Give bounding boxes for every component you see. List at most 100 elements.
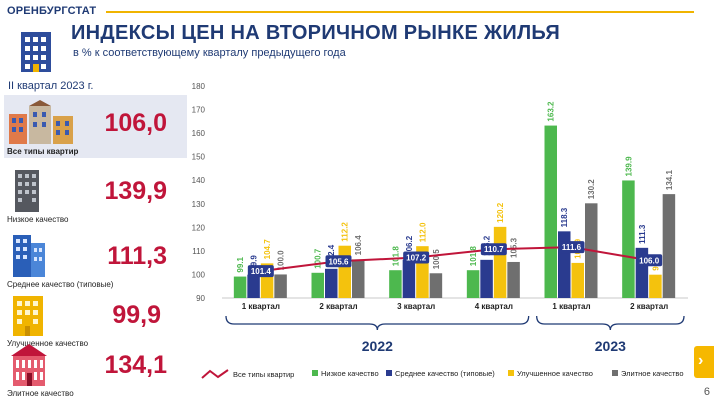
category-label: 4 квартал bbox=[475, 302, 513, 311]
header-divider bbox=[106, 11, 694, 13]
bar-value-label: 111.3 bbox=[638, 224, 647, 244]
standard-building-icon bbox=[13, 235, 45, 277]
category-label: 1 квартал bbox=[242, 302, 280, 311]
bar bbox=[338, 245, 351, 298]
bar-value-label: 139.9 bbox=[624, 156, 633, 177]
category-label: 1 квартал bbox=[552, 302, 590, 311]
bar-value-label: 163.2 bbox=[547, 101, 556, 122]
chevron-right-icon: › bbox=[698, 352, 704, 369]
value-all-types: 106,0 bbox=[104, 109, 167, 137]
bar bbox=[571, 262, 584, 298]
y-tick-label: 90 bbox=[196, 294, 205, 303]
bar-value-label: 102.4 bbox=[327, 244, 336, 265]
bar-value-label: 101.8 bbox=[469, 246, 478, 267]
bar-value-label: 100.5 bbox=[432, 249, 441, 270]
year-brace bbox=[536, 315, 685, 331]
bar-value-label: 101.8 bbox=[391, 246, 400, 267]
bar-value-label: 118.3 bbox=[560, 207, 569, 227]
period-label: II квартал 2023 г. bbox=[8, 80, 94, 92]
summary-card-improved: 99,9 Улучшенное качество bbox=[4, 287, 187, 350]
index-value-label: 111.6 bbox=[562, 243, 582, 252]
bar bbox=[622, 180, 635, 298]
value-standard-quality: 111,3 bbox=[107, 242, 167, 270]
summary-card-elite: 134,1 Элитное качество bbox=[4, 337, 187, 400]
y-tick-label: 160 bbox=[192, 129, 206, 138]
bar-value-label: 112.0 bbox=[418, 222, 427, 242]
bar bbox=[402, 259, 416, 298]
legend-swatch bbox=[312, 370, 318, 376]
legend-label: Элитное качество bbox=[621, 369, 684, 378]
bar-value-label: 130.2 bbox=[587, 179, 596, 200]
y-tick-label: 150 bbox=[192, 153, 206, 162]
summary-card-all: 106,0 Все типы квартир bbox=[4, 95, 187, 158]
index-value-label: 106.0 bbox=[639, 256, 660, 265]
index-value-label: 107.2 bbox=[406, 253, 427, 262]
index-label-box bbox=[403, 251, 430, 264]
bar bbox=[311, 272, 324, 298]
value-low-quality: 139,9 bbox=[104, 177, 167, 205]
label-elite-quality: Элитное качество bbox=[7, 389, 74, 398]
bar bbox=[480, 259, 493, 298]
legend-label: Все типы квартир bbox=[233, 370, 294, 379]
legend-swatch bbox=[386, 370, 392, 376]
page-title: ИНДЕКСЫ ЦЕН НА ВТОРИЧНОМ РЫНКЕ ЖИЛЬЯ bbox=[71, 22, 561, 44]
summary-card-low: 139,9 Низкое качество bbox=[4, 163, 187, 226]
bar-value-label: 104.7 bbox=[263, 239, 272, 260]
label-low-quality: Низкое качество bbox=[7, 215, 69, 224]
bar bbox=[325, 268, 338, 298]
bar bbox=[507, 261, 520, 298]
bar bbox=[493, 226, 507, 298]
y-tick-label: 110 bbox=[192, 247, 205, 256]
y-tick-label: 180 bbox=[192, 82, 206, 91]
bar bbox=[466, 270, 480, 298]
year-brace bbox=[225, 315, 530, 331]
bar bbox=[429, 273, 443, 298]
legend-swatch bbox=[612, 370, 618, 376]
building-logo-icon bbox=[21, 32, 51, 72]
bar bbox=[662, 194, 676, 298]
low-quality-building-icon bbox=[15, 170, 39, 212]
label-all-types: Все типы квартир bbox=[7, 147, 79, 156]
bar bbox=[649, 274, 662, 298]
bar bbox=[233, 276, 247, 298]
brand-name: ОРЕНБУРГСТАТ bbox=[7, 5, 97, 17]
index-label-box bbox=[247, 265, 274, 278]
price-index-chart: 90 100 110 120 130 140 150 160 170 180 99.1 100.7 10… bbox=[192, 82, 688, 379]
index-label-box bbox=[325, 255, 352, 268]
bar-value-label: 112.2 bbox=[341, 222, 350, 242]
improved-building-icon bbox=[13, 296, 43, 336]
summary-card-standard: 111,3 Среднее качество (типовые) bbox=[4, 228, 187, 291]
category-label: 2 квартал bbox=[319, 302, 357, 311]
bar bbox=[274, 274, 287, 298]
bar-value-label: 99.1 bbox=[236, 256, 245, 272]
y-tick-label: 120 bbox=[192, 223, 206, 232]
bar-value-label: 105.3 bbox=[510, 237, 519, 258]
bar-value-label: 100.0 bbox=[277, 250, 286, 271]
page-subtitle: в % к соответствующему кварталу предыдущ… bbox=[73, 47, 346, 59]
category-label: 3 квартал bbox=[397, 302, 435, 311]
page-number: 6 bbox=[703, 386, 710, 398]
bar-value-label: 106.4 bbox=[354, 235, 363, 256]
label-improved-quality: Улучшенное качество bbox=[7, 339, 89, 348]
bar-value-label: 120.2 bbox=[496, 202, 505, 223]
apartment-buildings-icon bbox=[9, 100, 73, 144]
bar-value-label: 106.2 bbox=[405, 235, 414, 256]
index-label-box bbox=[558, 241, 585, 254]
bar bbox=[389, 270, 402, 298]
value-elite-quality: 134,1 bbox=[104, 351, 167, 379]
bar-value-label: 100.7 bbox=[314, 248, 323, 269]
index-value-label: 110.7 bbox=[484, 245, 504, 254]
legend-label: Среднее качество (типовые) bbox=[395, 369, 495, 378]
elite-building-icon bbox=[11, 344, 47, 386]
index-label-box bbox=[636, 254, 663, 267]
bar bbox=[247, 274, 260, 298]
index-value-label: 105.6 bbox=[328, 257, 349, 266]
next-slide-button[interactable]: › bbox=[694, 346, 714, 378]
y-tick-label: 140 bbox=[192, 176, 206, 185]
y-tick-label: 100 bbox=[192, 270, 206, 279]
legend-swatch bbox=[508, 370, 514, 376]
year-label: 2023 bbox=[595, 338, 626, 354]
bar bbox=[352, 259, 365, 298]
label-standard-quality: Среднее качество (типовые) bbox=[7, 280, 114, 289]
value-improved-quality: 99,9 bbox=[112, 301, 161, 329]
